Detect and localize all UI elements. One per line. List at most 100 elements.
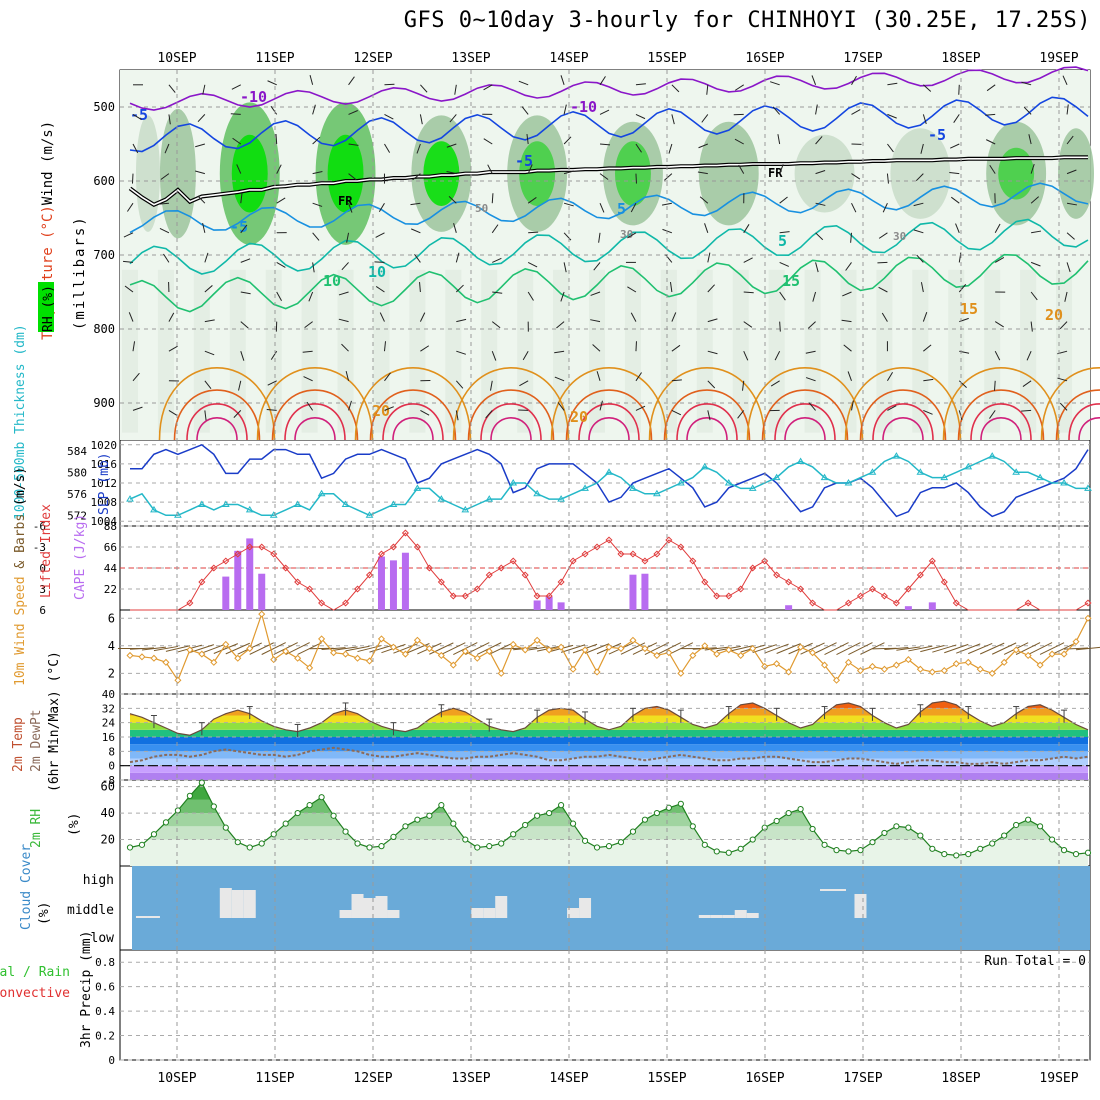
wind-barb: [563, 104, 567, 115]
dewpt-axis-title: 2m DewPt: [29, 709, 44, 772]
li-marker: [1084, 599, 1092, 607]
wind-barb: [383, 341, 387, 352]
wind-barb: [1030, 196, 1040, 204]
wind-barb: [554, 350, 565, 354]
cloud-axis-title: Cloud Cover: [19, 844, 34, 930]
wind-marker: [940, 667, 948, 675]
wind-barb: [1021, 409, 1032, 412]
thickness-marker: [605, 468, 613, 475]
wind-barb: [599, 400, 603, 411]
wind-barb: [661, 202, 672, 206]
wind-barb: [375, 232, 385, 238]
li-marker: [569, 557, 577, 565]
wind-marker: [713, 650, 721, 658]
wind-barb: [815, 170, 826, 175]
li-marker: [593, 543, 601, 551]
rh-marker: [1060, 847, 1068, 854]
rh-marker: [881, 829, 888, 837]
date-label-top: 14SEP: [549, 51, 588, 66]
temp-contour-arch: [784, 417, 826, 441]
li-marker: [234, 550, 242, 558]
wind-barb-10m: [620, 642, 646, 655]
wind-barb-10m: [465, 642, 490, 656]
temp-contour-arch: [173, 389, 261, 441]
wind-marker: [138, 653, 146, 661]
wind-barb: [168, 114, 171, 125]
wind-marker: [916, 665, 924, 673]
y-tick-label: 16: [102, 731, 115, 744]
thickness-marker: [724, 479, 733, 486]
wind-barb: [448, 196, 457, 204]
temp-contour-arch: [294, 417, 336, 441]
rh-marker: [569, 820, 577, 827]
wind-marker: [306, 664, 314, 672]
wind-marker: [557, 643, 565, 651]
cloud-bar: [219, 888, 232, 918]
wind-barb: [132, 143, 139, 154]
contour-label: 10: [368, 263, 386, 281]
temp-contour-line: [129, 218, 1089, 275]
wind-barb-10m: [321, 647, 346, 651]
li-marker: [497, 564, 505, 572]
cape-bar: [928, 602, 936, 610]
date-label-bottom: 13SEP: [451, 1071, 490, 1086]
cloud-bar: [734, 910, 747, 918]
cloud-bar: [339, 910, 352, 918]
date-label-top: 15SEP: [647, 51, 686, 66]
rh-axis-title: 2m RH: [29, 809, 44, 848]
wind-barb: [556, 321, 565, 329]
wind-barb: [851, 109, 861, 115]
wind-marker: [1048, 650, 1056, 658]
wind-barb: [348, 76, 355, 86]
wind-barb: [563, 262, 567, 273]
rh-marker: [246, 844, 253, 851]
wind-barb: [526, 134, 529, 145]
wind-barb: [483, 138, 493, 145]
temp-band: [130, 772, 1088, 780]
wind-barb: [527, 261, 538, 268]
temp-band: [120, 694, 1090, 701]
wind-barb: [738, 164, 745, 174]
wind-barb: [851, 173, 861, 180]
wind-barb: [743, 291, 754, 294]
rh-marker: [1037, 823, 1044, 830]
wind-barb: [312, 232, 320, 241]
li-marker: [641, 557, 649, 565]
wind-barb: [671, 344, 681, 352]
wind-marker: [222, 640, 230, 648]
wind-barb: [851, 202, 857, 213]
wind-marker: [581, 646, 589, 654]
rh-marker: [1048, 836, 1056, 843]
temp-contour-arch: [578, 403, 640, 441]
rh-band: [130, 826, 1088, 840]
y-tick-label-right: 1008: [91, 496, 118, 509]
wind-barb: [994, 256, 1005, 263]
rh-marker: [450, 820, 457, 827]
wind-barb: [416, 143, 421, 154]
thickness-marker: [748, 484, 757, 491]
wind-barb: [994, 321, 1004, 328]
y-tick-label-left: -6: [33, 520, 46, 533]
wind-barb: [779, 231, 790, 234]
wind-marker: [629, 636, 637, 644]
wind-barb: [238, 380, 242, 391]
y-tick-label: -8: [102, 774, 115, 787]
wind-barb: [887, 143, 894, 153]
rh-marker: [821, 841, 828, 848]
temp-contour-arch: [648, 367, 766, 441]
li-marker: [473, 585, 481, 593]
rh-blob: [1058, 128, 1094, 219]
temp-contour-arch: [382, 403, 444, 441]
wind-barb: [887, 113, 897, 119]
wind-barb-10m: [836, 642, 861, 656]
cloud-bar: [483, 908, 496, 918]
rh-marker: [306, 802, 313, 809]
wind-barb: [240, 224, 248, 234]
temp-contour-arch: [1055, 389, 1100, 441]
wind-barb: [195, 170, 205, 175]
wind-barb: [815, 202, 826, 206]
wind-barb: [770, 380, 780, 387]
wind-barb-10m: [345, 645, 370, 652]
wind-marker: [353, 654, 362, 662]
